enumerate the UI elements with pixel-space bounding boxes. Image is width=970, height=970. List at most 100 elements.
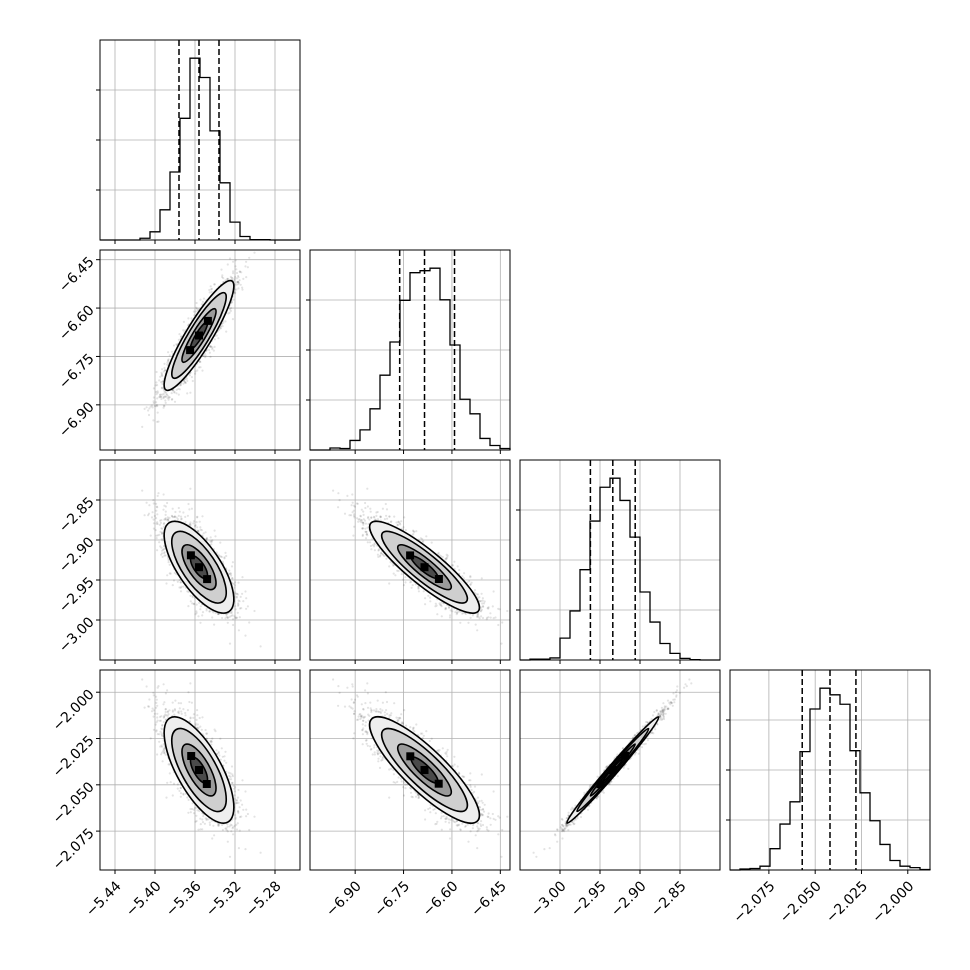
panel-frame-3-3 (729, 669, 931, 871)
sample-point (166, 397, 169, 400)
sample-point (217, 553, 220, 556)
sample-point (222, 321, 225, 324)
sample-point (171, 515, 174, 518)
sample-point (188, 374, 191, 377)
sample-point (205, 537, 208, 541)
sample-point (164, 369, 167, 372)
sample-point (155, 505, 158, 508)
sample-point (197, 530, 200, 533)
sample-point (192, 603, 195, 606)
sample-point (176, 580, 179, 583)
sample-point (173, 515, 177, 518)
sample-point (232, 618, 235, 621)
sample-point (159, 530, 162, 533)
sample-point (164, 399, 167, 402)
sample-point (178, 586, 181, 589)
histogram-panel-1 (306, 250, 511, 451)
panel-frame-1-1 (309, 249, 511, 451)
sample-point (229, 572, 232, 575)
sample-point (191, 379, 194, 383)
sample-point (192, 310, 195, 313)
sample-point (225, 554, 228, 558)
sample-point (160, 374, 163, 377)
sample-point (186, 379, 189, 382)
sample-point (180, 517, 183, 520)
y-tick-label: −6.90 (56, 399, 98, 441)
sample-point (245, 260, 248, 263)
sample-point (175, 392, 178, 395)
sample-point (180, 585, 183, 588)
sample-point (219, 325, 222, 328)
sample-point (224, 279, 227, 282)
sample-point (231, 577, 234, 580)
sample-point (156, 521, 159, 524)
sample-point (217, 337, 220, 340)
grid-0-0 (100, 40, 300, 240)
sample-point (192, 520, 195, 523)
sample-point (213, 338, 216, 341)
sample-point (167, 358, 170, 361)
sample-point (152, 502, 155, 505)
sample-point (163, 552, 166, 555)
sample-point (164, 554, 167, 557)
sample-point (160, 549, 164, 552)
sample-point (202, 297, 206, 300)
sample-point (239, 283, 242, 286)
sample-point (201, 614, 204, 617)
sample-point (232, 272, 235, 275)
sample-point (238, 270, 242, 273)
sample-point (165, 392, 168, 395)
sample-point (163, 522, 166, 525)
sample-point (164, 513, 167, 517)
sample-point (173, 391, 176, 394)
sample-point (162, 397, 165, 400)
sample-point (219, 327, 222, 330)
sample-point (164, 395, 167, 398)
x-ticks-1-1 (354, 450, 501, 454)
sample-point (141, 489, 144, 492)
sample-point (240, 271, 243, 274)
sample-point (199, 360, 202, 364)
y-ticks-1: −6.90−6.75−6.60−6.45 (56, 254, 100, 441)
sample-point (209, 345, 212, 348)
sample-point (208, 348, 211, 351)
sample-point (147, 409, 150, 412)
sample-point (218, 555, 221, 558)
sample-point (171, 398, 174, 401)
sample-point (224, 551, 227, 555)
sample-point (186, 514, 189, 517)
sample-point (226, 616, 229, 620)
sample-point (234, 291, 237, 294)
sample-point (237, 629, 240, 632)
sample-point (241, 288, 244, 291)
sample-point (233, 584, 237, 587)
sample-point (163, 395, 166, 398)
sample-point (234, 265, 237, 268)
sample-point (225, 613, 228, 616)
sample-point (145, 406, 148, 409)
sample-point (209, 345, 212, 348)
sample-point (237, 602, 240, 605)
sample-point (162, 406, 165, 409)
sample-point (217, 613, 220, 616)
sample-point (152, 387, 155, 390)
sample-point (193, 314, 196, 317)
sample-point (231, 318, 234, 321)
sample-point (160, 371, 163, 374)
sample-point (160, 381, 163, 384)
sample-point (172, 344, 176, 347)
sample-point (158, 379, 161, 382)
sample-point (177, 338, 180, 341)
sample-point (228, 257, 232, 260)
sample-point (159, 395, 162, 398)
sample-point (187, 605, 190, 608)
sample-point (199, 608, 202, 611)
sample-point (204, 356, 207, 359)
y-tick-label: −6.45 (56, 254, 98, 296)
sample-point (238, 600, 241, 603)
sample-point (145, 501, 148, 504)
sample-point (233, 277, 236, 280)
sample-point (231, 577, 234, 580)
sample-point (175, 343, 178, 346)
sample-point (161, 555, 164, 559)
